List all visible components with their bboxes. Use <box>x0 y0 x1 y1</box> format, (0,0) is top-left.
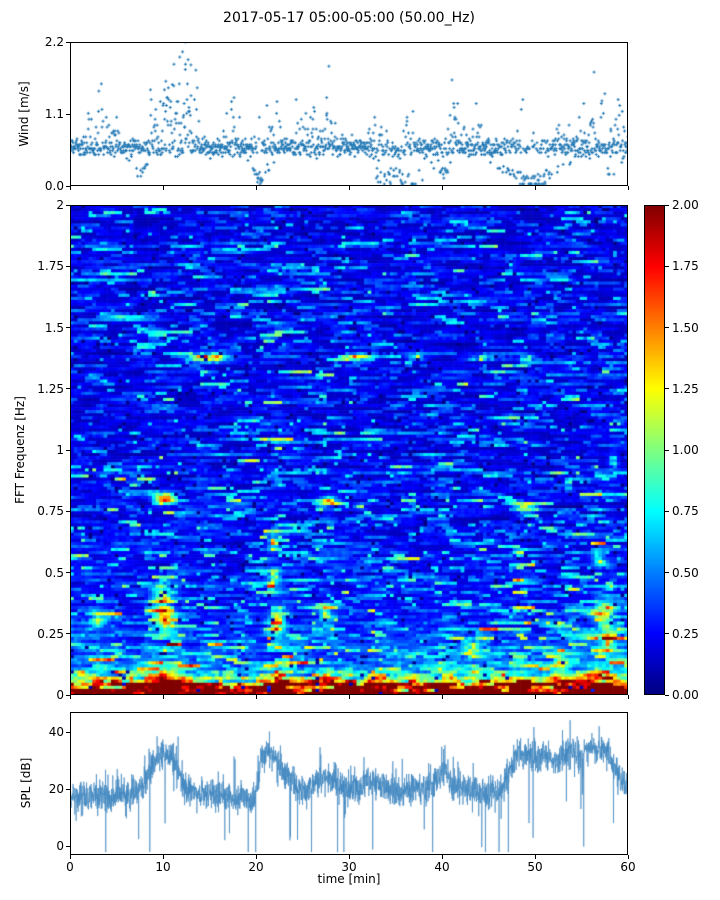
colorbar-tick-mark <box>665 510 669 512</box>
colorbar-canvas <box>644 205 665 695</box>
x-tick-mark <box>441 855 443 859</box>
y-tick-label: 0 <box>56 688 64 702</box>
x-axis-label: time [min] <box>317 872 381 886</box>
x-tick-mark <box>69 186 71 190</box>
x-tick-mark <box>255 695 257 699</box>
x-tick-mark <box>162 186 164 190</box>
y-tick-mark <box>66 788 70 790</box>
colorbar-tick-mark <box>665 204 669 206</box>
x-tick-label: 20 <box>248 860 264 874</box>
colorbar-tick-label: 2.00 <box>672 198 699 212</box>
x-tick-mark <box>348 186 350 190</box>
x-tick-mark <box>534 695 536 699</box>
y-tick-mark <box>66 694 70 696</box>
y-tick-mark <box>66 845 70 847</box>
colorbar-tick-label: 0.50 <box>672 565 699 580</box>
x-tick-label: 40 <box>434 860 450 874</box>
colorbar-tick-mark <box>665 694 669 696</box>
y-tick-label: 0.0 <box>44 179 64 193</box>
x-tick-label: 10 <box>155 860 171 874</box>
y-tick-label: 2 <box>56 198 64 212</box>
y-tick-label: 1.1 <box>44 107 64 121</box>
y-tick-mark <box>66 633 70 635</box>
y-tick-label: 0.25 <box>37 626 64 641</box>
x-tick-label: 60 <box>620 860 636 874</box>
colorbar-tick-label: 0.00 <box>672 688 699 702</box>
y-tick-mark <box>66 388 70 390</box>
colorbar-tick-mark <box>665 572 669 573</box>
x-tick-mark <box>69 695 71 699</box>
x-tick-mark <box>162 855 164 859</box>
y-tick-mark <box>66 327 70 328</box>
colorbar-tick-label: 0.75 <box>672 504 699 519</box>
x-tick-mark <box>255 855 257 859</box>
spl-line-canvas <box>70 712 628 855</box>
y-tick-mark <box>66 204 70 206</box>
x-tick-mark <box>534 855 536 859</box>
x-tick-mark <box>348 695 350 699</box>
y-tick-mark <box>66 572 70 573</box>
y-tick-label: 2.2 <box>44 35 64 49</box>
y-tick-label: 1.75 <box>37 259 64 274</box>
chart-title: 2017-05-17 05:00-05:00 (50.00_Hz) <box>223 10 475 26</box>
y-tick-label: 0 <box>56 839 64 854</box>
y-tick-mark <box>66 113 70 115</box>
y-tick-label: 0.75 <box>37 504 64 519</box>
colorbar-tick-label: 1.25 <box>672 381 699 396</box>
y-tick-label: 40 <box>48 725 64 740</box>
x-tick-mark <box>69 855 71 859</box>
colorbar-tick-mark <box>665 265 669 267</box>
x-tick-mark <box>627 695 629 699</box>
spectrogram-canvas <box>70 205 628 695</box>
y-tick-label: 1 <box>56 443 64 457</box>
colorbar-tick-label: 1.50 <box>672 320 699 335</box>
x-tick-mark <box>627 186 629 190</box>
y-tick-mark <box>66 510 70 512</box>
y-tick-mark <box>66 41 70 43</box>
y-tick-label: 20 <box>48 782 64 797</box>
x-tick-mark <box>534 186 536 190</box>
x-tick-label: 0 <box>66 860 74 874</box>
x-tick-mark <box>255 186 257 190</box>
colorbar-tick-label: 1.75 <box>672 259 699 274</box>
colorbar-tick-mark <box>665 449 669 451</box>
colorbar-tick-label: 0.25 <box>672 626 699 641</box>
x-tick-mark <box>627 855 629 859</box>
colorbar-tick-mark <box>665 388 669 390</box>
y-tick-mark <box>66 449 70 451</box>
y-tick-label: 1.25 <box>37 381 64 396</box>
y-tick-label: 1.5 <box>44 320 64 335</box>
y-tick-label: 0.5 <box>44 565 64 580</box>
y-tick-mark <box>66 185 70 187</box>
y-tick-mark <box>66 265 70 267</box>
colorbar-tick-mark <box>665 633 669 635</box>
x-tick-label: 30 <box>341 860 357 874</box>
colorbar-tick-label: 1.00 <box>672 443 699 457</box>
x-tick-mark <box>441 695 443 699</box>
y-tick-mark <box>66 731 70 733</box>
x-tick-mark <box>162 695 164 699</box>
x-tick-label: 50 <box>527 860 543 874</box>
x-tick-mark <box>348 855 350 859</box>
wind-scatter-canvas <box>70 42 628 186</box>
colorbar-tick-mark <box>665 327 669 328</box>
x-tick-mark <box>441 186 443 190</box>
